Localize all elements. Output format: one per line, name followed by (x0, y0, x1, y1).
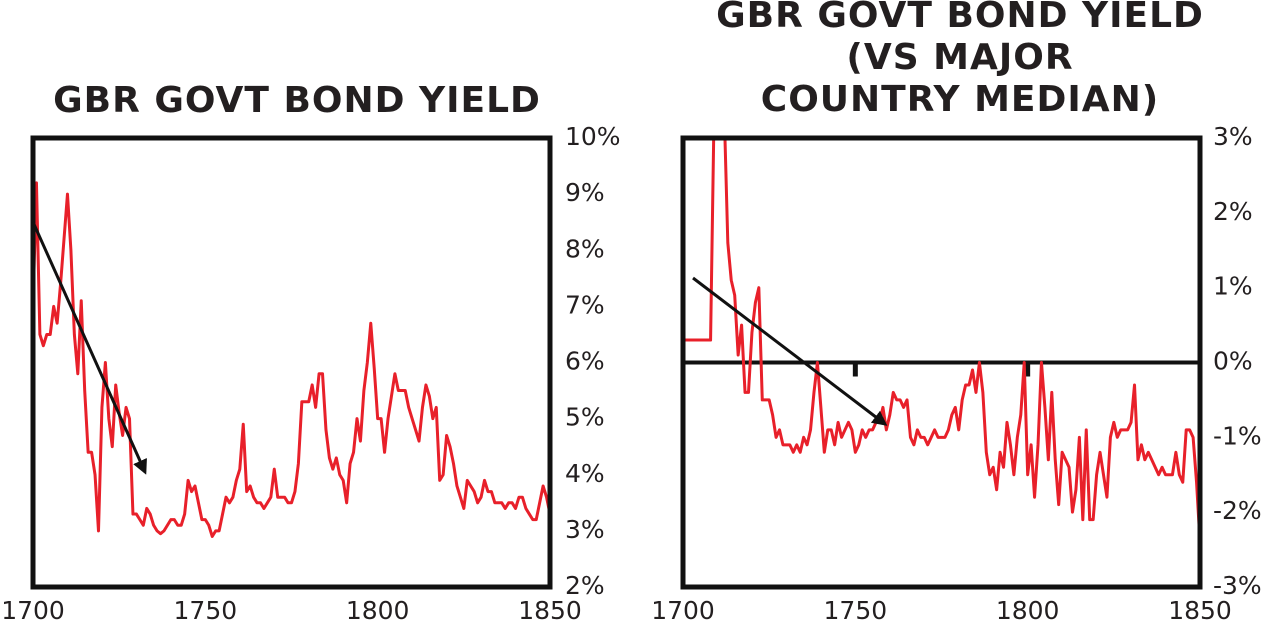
y-tick-label: 1% (1213, 272, 1253, 301)
x-tick-label: 1850 (1168, 596, 1232, 625)
y-tick-label: 4% (565, 459, 605, 488)
y-tick-label: 7% (565, 290, 605, 319)
y-tick-label: -2% (1213, 496, 1262, 525)
data-line (683, 138, 1200, 543)
y-tick-label: 9% (565, 178, 605, 207)
y-tick-label: 2% (565, 571, 605, 600)
chart-title: GBR GOVT BOND YIELD (716, 0, 1204, 36)
x-tick-label: 1750 (174, 596, 238, 625)
x-tick-label: 1850 (518, 596, 582, 625)
y-tick-label: 8% (565, 234, 605, 263)
y-tick-label: 0% (1213, 347, 1253, 376)
y-tick-label: 2% (1213, 197, 1253, 226)
y-tick-label: -1% (1213, 421, 1262, 450)
trend-arrow (31, 221, 147, 475)
y-tick-label: 10% (565, 122, 621, 151)
x-tick-label: 1750 (824, 596, 888, 625)
x-tick-label: 1800 (996, 596, 1060, 625)
y-tick-label: 3% (565, 515, 605, 544)
plot-frame (680, 135, 1203, 590)
x-tick-label: 1700 (651, 596, 715, 625)
chart-title: COUNTRY MEDIAN) (761, 79, 1159, 120)
plot-frame (30, 135, 553, 590)
y-tick-label: 6% (565, 347, 605, 376)
y-tick-label: 3% (1213, 122, 1253, 151)
chart-title: GBR GOVT BOND YIELD (53, 80, 541, 121)
y-tick-label: -3% (1213, 571, 1262, 600)
data-line (33, 181, 550, 538)
x-tick-label: 1800 (346, 596, 410, 625)
x-tick-label: 1700 (1, 596, 65, 625)
trend-arrow (692, 276, 888, 426)
y-tick-label: 5% (565, 403, 605, 432)
chart-title: (VS MAJOR (846, 37, 1073, 78)
